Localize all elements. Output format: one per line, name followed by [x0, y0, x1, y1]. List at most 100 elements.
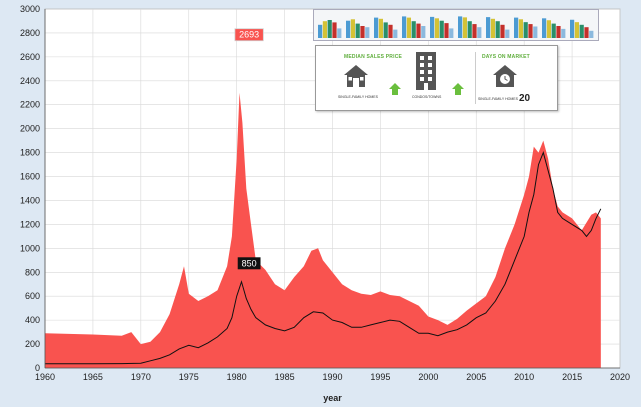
x-tick-label: 2015 — [562, 372, 582, 382]
mini-bar — [449, 28, 454, 38]
y-tick-label: 800 — [25, 267, 40, 277]
mini-bar — [430, 16, 435, 38]
y-tick-label: 3000 — [20, 4, 40, 14]
mini-bar — [360, 26, 365, 38]
mini-bar — [561, 28, 566, 38]
mini-bar — [439, 20, 444, 38]
days-label: SINGLE-FAMILY HOMES — [478, 97, 518, 101]
x-tick-label: 1975 — [179, 372, 199, 382]
mini-bar — [346, 20, 351, 38]
market-infographic: MEDIAN SALES PRICE SINGLE-FAMILY HOMES C… — [315, 45, 558, 111]
mini-bar — [383, 22, 388, 38]
mini-bar — [477, 27, 482, 38]
mini-bar — [490, 18, 495, 38]
mini-bar — [388, 24, 393, 38]
mini-bar — [462, 17, 467, 38]
x-tick-label: 1985 — [275, 372, 295, 382]
y-tick-label: 1600 — [20, 172, 40, 182]
x-tick-label: 2010 — [514, 372, 534, 382]
single-family-label: SINGLE-FAMILY HOMES — [338, 95, 378, 99]
mini-bar — [393, 29, 398, 38]
house-icon — [344, 65, 368, 87]
series-line-1 — [45, 151, 602, 365]
annotation-label: 850 — [242, 258, 257, 268]
mini-bar — [556, 26, 561, 38]
mini-bar — [589, 30, 594, 38]
mini-bar — [332, 22, 337, 38]
x-tick-label: 1990 — [322, 372, 342, 382]
mini-bar-chart-thumbnail — [313, 9, 599, 41]
mini-bar — [570, 19, 575, 38]
mini-bar — [434, 18, 439, 38]
y-tick-label: 2400 — [20, 76, 40, 86]
mini-bar — [505, 29, 510, 38]
mini-bar — [402, 16, 407, 38]
mini-bar — [467, 21, 472, 38]
y-tick-label: 600 — [25, 291, 40, 301]
x-tick-label: 2020 — [610, 372, 630, 382]
mini-bar — [350, 19, 355, 38]
condo-label: CONDOS/TOWNS — [412, 95, 442, 99]
mini-bar — [495, 21, 500, 38]
x-axis-title: year — [323, 393, 342, 403]
mini-bar — [551, 23, 556, 38]
y-tick-label: 1200 — [20, 219, 40, 229]
y-tick-label: 2600 — [20, 52, 40, 62]
mini-bar — [416, 23, 421, 38]
up-arrow-icon — [389, 83, 401, 95]
y-tick-label: 2200 — [20, 100, 40, 110]
y-tick-label: 2800 — [20, 28, 40, 38]
mini-bar — [318, 24, 323, 38]
x-tick-label: 2000 — [418, 372, 438, 382]
annotation-box — [237, 257, 261, 270]
building-icon — [416, 52, 436, 90]
mini-bar — [542, 18, 547, 38]
mini-bar — [365, 27, 370, 38]
mini-bar — [584, 27, 589, 38]
mini-bar — [444, 23, 449, 38]
mini-bar — [546, 20, 551, 38]
mini-bar — [500, 24, 505, 38]
mini-bar — [421, 26, 426, 38]
mini-bar — [327, 20, 332, 38]
y-tick-label: 1000 — [20, 243, 40, 253]
x-tick-label: 2005 — [466, 372, 486, 382]
mini-bar — [411, 21, 416, 38]
mini-bar — [523, 22, 528, 38]
mini-bar — [518, 19, 523, 38]
mini-bar — [337, 28, 342, 38]
series-area-0 — [45, 92, 601, 369]
annotation-label: 2693 — [239, 30, 259, 40]
mini-bar — [472, 24, 477, 38]
y-tick-label: 0 — [35, 363, 40, 373]
x-tick-label: 1995 — [370, 372, 390, 382]
median-sales-heading: MEDIAN SALES PRICE — [344, 54, 403, 60]
mini-bar — [574, 22, 579, 38]
mini-bar — [458, 16, 463, 38]
mini-bar — [514, 17, 519, 38]
annotation-box — [234, 28, 264, 42]
x-tick-label: 1980 — [227, 372, 247, 382]
days-on-market-heading: DAYS ON MARKET — [482, 54, 530, 60]
y-tick-label: 400 — [25, 315, 40, 325]
mini-bar — [528, 24, 533, 38]
x-tick-label: 1960 — [35, 372, 55, 382]
y-tick-label: 1400 — [20, 195, 40, 205]
up-arrow-icon — [452, 83, 464, 95]
mini-bar — [406, 17, 411, 38]
mini-bar — [533, 26, 538, 38]
mini-bar — [322, 21, 327, 38]
y-tick-label: 200 — [25, 339, 40, 349]
infographic-divider — [475, 52, 476, 104]
mini-bar — [378, 18, 383, 38]
mini-bar-chart — [318, 16, 594, 38]
mini-bar — [355, 23, 360, 38]
mini-bar — [486, 17, 491, 38]
x-tick-label: 1965 — [83, 372, 103, 382]
x-tick-label: 1970 — [131, 372, 151, 382]
mini-bar — [374, 17, 379, 38]
house-clock-icon — [493, 65, 517, 87]
days-on-market-value: 20 — [519, 93, 531, 104]
y-tick-label: 1800 — [20, 148, 40, 158]
